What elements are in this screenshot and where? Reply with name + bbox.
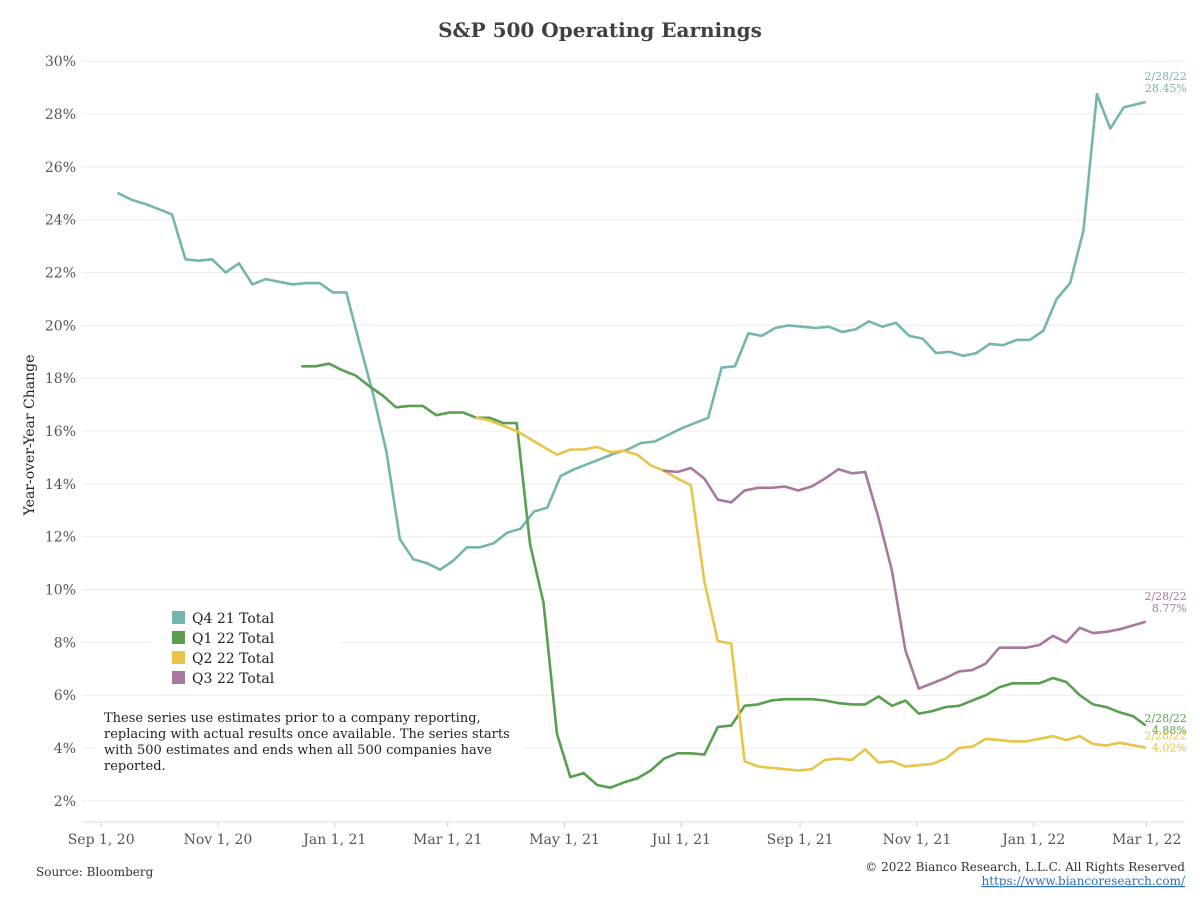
- y-tick-label: 16%: [45, 424, 76, 440]
- x-tick-label: Nov 1, 21: [883, 832, 952, 848]
- legend-label: Q3 22 Total: [192, 671, 275, 687]
- x-tick-label: Mar 1, 22: [1112, 832, 1181, 848]
- end-value-label: 4.88%: [1152, 724, 1187, 737]
- legend-swatch: [172, 671, 185, 684]
- x-tick-label: Jul 1, 21: [650, 832, 711, 848]
- legend-swatch: [172, 651, 185, 664]
- annotation-box: These series use estimates prior to a co…: [96, 700, 522, 792]
- y-axis-ticks: 2% 4% 6% 8% 10% 12% 14% 16% 18% 20% 22% 24% 26% 28% 30…: [45, 54, 76, 810]
- end-labels: 2/28/2228.45%2/28/224.88%2/28/224.02%2/2…: [1144, 70, 1186, 754]
- y-tick-label: 24%: [45, 213, 76, 229]
- end-value-label: 4.02%: [1152, 742, 1187, 755]
- y-tick-label: 8%: [54, 635, 76, 651]
- copyright-note: © 2022 Bianco Research, L.L.C. All Right…: [865, 860, 1185, 874]
- x-tick-label: Mar 1, 21: [413, 832, 482, 848]
- y-tick-label: 14%: [45, 477, 76, 493]
- y-tick-label: 4%: [54, 741, 76, 757]
- annotation-background: [96, 700, 522, 792]
- legend: Q4 21 Total Q1 22 Total Q2 22 Total Q3 22 T…: [150, 600, 340, 692]
- end-value-label: 28.45%: [1145, 82, 1187, 95]
- x-axis-ticks: Sep 1, 20 Nov 1, 20 Jan 1, 21 Mar 1, 21 May …: [68, 822, 1181, 848]
- x-tick-label: Jan 1, 22: [1000, 832, 1065, 848]
- x-tick-label: Sep 1, 21: [767, 832, 834, 848]
- end-date-label: 2/28/22: [1144, 590, 1186, 603]
- annotation-line-1: These series use estimates prior to a co…: [104, 711, 481, 726]
- end-date-label: 2/28/22: [1144, 712, 1186, 725]
- y-tick-label: 2%: [54, 794, 76, 810]
- y-tick-label: 6%: [54, 688, 76, 704]
- y-tick-label: 10%: [45, 583, 76, 599]
- annotation-line-4: reported.: [104, 759, 166, 774]
- series-lines: [117, 92, 1147, 790]
- legend-swatch: [172, 611, 185, 624]
- end-date-label: 2/28/22: [1144, 70, 1186, 83]
- annotation-line-2: replacing with actual results once avail…: [104, 727, 510, 742]
- x-tick-label: May 1, 21: [529, 832, 600, 848]
- series-line: [117, 92, 1147, 572]
- chart-title: S&P 500 Operating Earnings: [438, 18, 762, 42]
- end-value-label: 8.77%: [1152, 602, 1187, 615]
- y-tick-label: 20%: [45, 318, 76, 334]
- y-tick-label: 22%: [45, 266, 76, 282]
- y-tick-label: 18%: [45, 371, 76, 387]
- x-tick-label: Sep 1, 20: [68, 832, 135, 848]
- legend-label: Q4 21 Total: [192, 611, 275, 627]
- series-line: [475, 416, 1147, 772]
- end-date-label: 2/28/22: [1144, 730, 1186, 743]
- x-tick-label: Jan 1, 21: [301, 832, 366, 848]
- legend-label: Q1 22 Total: [192, 631, 275, 647]
- source-note: Source: Bloomberg: [36, 865, 154, 879]
- y-tick-label: 26%: [45, 160, 76, 176]
- series-line: [662, 466, 1147, 690]
- y-axis-label: Year-over-Year Change: [22, 355, 38, 517]
- series-line: [300, 362, 1147, 790]
- y-tick-label: 12%: [45, 530, 76, 546]
- x-tick-label: Nov 1, 20: [184, 832, 253, 848]
- gridlines: [82, 60, 1185, 823]
- legend-swatch: [172, 631, 185, 644]
- y-tick-label: 30%: [45, 54, 76, 70]
- y-tick-label: 28%: [45, 107, 76, 123]
- legend-label: Q2 22 Total: [192, 651, 275, 667]
- website-link[interactable]: https://www.biancoresearch.com/: [981, 874, 1185, 888]
- annotation-line-3: with 500 estimates and ends when all 500…: [104, 743, 492, 758]
